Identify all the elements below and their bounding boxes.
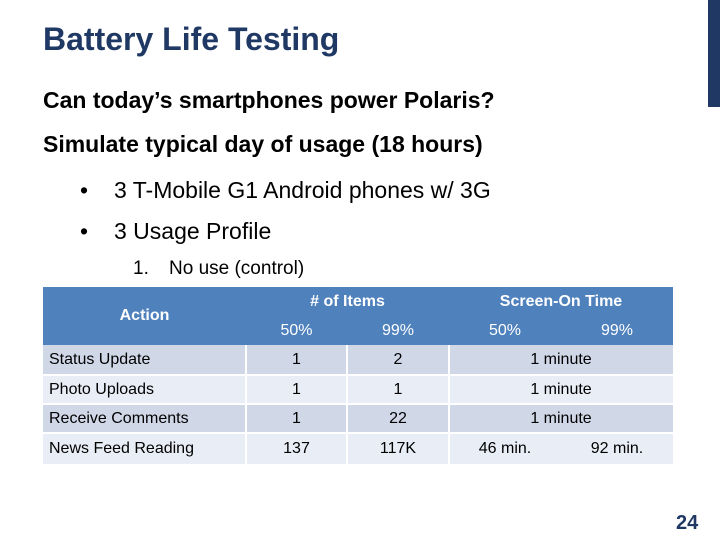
table-divider [43, 403, 673, 405]
table-cell-items-99: 22 [347, 404, 449, 433]
table-cell-items-99: 1 [347, 375, 449, 404]
table-row-action: Photo Uploads [43, 375, 246, 404]
sub-item-text: No use (control) [169, 258, 305, 279]
header-items-group: # of Items [246, 287, 449, 316]
table-cell-items-50: 1 [246, 345, 347, 375]
table-row-action: Receive Comments [43, 404, 246, 433]
table-cell-screen-99: 92 min. [561, 433, 673, 464]
table-divider [43, 432, 673, 434]
bullet-text: 3 T-Mobile G1 Android phones w/ 3G [114, 177, 491, 203]
header-action: Action [43, 287, 246, 345]
header-screen-50: 50% [449, 316, 561, 345]
table-divider [43, 374, 673, 376]
bullet-item-usage-profile: • 3 Usage Profile [80, 218, 271, 245]
bullet-glyph: • [80, 177, 89, 203]
table-cell-items-50: 137 [246, 433, 347, 464]
table-row-action: Status Update [43, 345, 246, 375]
sub-item-no-use: 1. No use (control) [133, 258, 304, 280]
header-items-99: 99% [347, 316, 449, 345]
slide-heading-question: Can today’s smartphones power Polaris? [43, 87, 495, 113]
header-screen-group: Screen-On Time [449, 287, 673, 316]
table-cell-screen-time: 1 minute [449, 345, 673, 375]
sub-item-number: 1. [133, 258, 149, 279]
header-screen-99: 99% [561, 316, 673, 345]
table-cell-items-99: 117K [347, 433, 449, 464]
table-row-action: News Feed Reading [43, 433, 246, 464]
slide-title: Battery Life Testing [43, 21, 340, 57]
table-cell-items-99: 2 [347, 345, 449, 375]
bullet-text: 3 Usage Profile [114, 218, 272, 244]
slide-heading-simulation: Simulate typical day of usage (18 hours) [43, 131, 483, 157]
table-cell-screen-50: 46 min. [449, 433, 561, 464]
header-items-50: 50% [246, 316, 347, 345]
bullet-glyph: • [80, 218, 89, 244]
page-number: 24 [676, 512, 699, 534]
table-cell-screen-time: 1 minute [449, 375, 673, 404]
bullet-item-phones: • 3 T-Mobile G1 Android phones w/ 3G [80, 177, 491, 204]
table-cell-screen-time: 1 minute [449, 404, 673, 433]
battery-usage-table: Action # of Items Screen-On Time 50% 99%… [43, 287, 673, 464]
accent-bar [708, 0, 720, 107]
table-cell-items-50: 1 [246, 404, 347, 433]
table-cell-items-50: 1 [246, 375, 347, 404]
